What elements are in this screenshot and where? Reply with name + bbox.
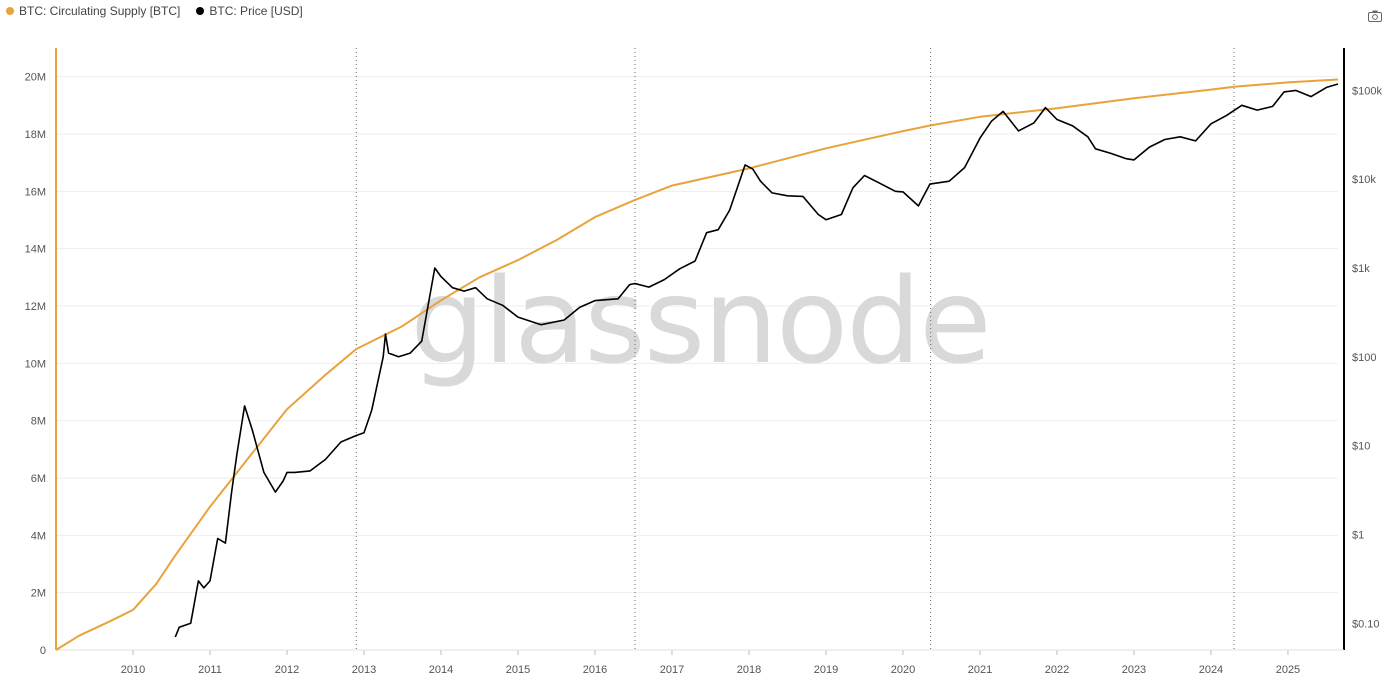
watermark-text: glassnode	[410, 252, 989, 390]
legend-item-supply[interactable]: BTC: Circulating Supply [BTC]	[6, 4, 180, 18]
axes: 0 2M 4M 6M 8M 10M 12M 14M 16M 18M 20M $0.10 $1 $10 $10…	[25, 48, 1382, 676]
y-right-tick-label: $1k	[1352, 263, 1370, 275]
y-left-tick-label: 0	[40, 645, 46, 657]
x-tick-label: 2017	[660, 664, 684, 676]
x-tick-label: 2012	[275, 664, 299, 676]
y-left-tick-label: 18M	[25, 129, 46, 141]
legend-label-price: BTC: Price [USD]	[209, 4, 303, 18]
x-tick-label: 2025	[1276, 664, 1300, 676]
y-left-tick-label: 8M	[31, 416, 46, 428]
y-right-tick-label: $100	[1352, 352, 1376, 364]
x-tick-label: 2015	[506, 664, 530, 676]
y-left-tick-label: 10M	[25, 358, 46, 370]
price-dot-icon	[196, 7, 205, 15]
series-line-supply	[55, 78, 1339, 651]
chart-legend: BTC: Circulating Supply [BTC] BTC: Price…	[6, 4, 303, 18]
x-tick-label: 2019	[814, 664, 838, 676]
legend-item-price[interactable]: BTC: Price [USD]	[196, 4, 303, 18]
y-left-tick-label: 14M	[25, 244, 46, 256]
series-line-price	[174, 83, 1339, 638]
x-tick-label: 2016	[583, 664, 607, 676]
legend-label-supply: BTC: Circulating Supply [BTC]	[19, 4, 181, 18]
series-lines	[55, 78, 1339, 651]
x-tick-label: 2022	[1045, 664, 1069, 676]
x-tick-label: 2023	[1122, 664, 1146, 676]
y-right-tick-label: $1	[1352, 529, 1364, 541]
y-right-tick-label: $100k	[1352, 85, 1382, 97]
supply-dot-icon	[6, 7, 14, 15]
y-left-tick-label: 6M	[31, 473, 46, 485]
grid-lines	[56, 76, 1338, 594]
y-left-tick-label: 4M	[31, 530, 46, 542]
x-tick-label: 2018	[737, 664, 761, 676]
y-left-tick-label: 2M	[31, 588, 46, 600]
y-right-tick-label: $10	[1352, 441, 1370, 453]
x-tick-label: 2010	[121, 664, 145, 676]
y-right-tick-label: $0.10	[1352, 618, 1380, 630]
y-left-tick-label: 20M	[25, 72, 46, 84]
x-tick-label: 2013	[352, 664, 376, 676]
x-tick-label: 2021	[968, 664, 992, 676]
camera-icon[interactable]	[1368, 10, 1382, 22]
x-tick-label: 2011	[198, 664, 222, 676]
y-right-tick-label: $10k	[1352, 174, 1376, 186]
x-tick-label: 2020	[891, 664, 915, 676]
x-tick-label: 2014	[429, 664, 453, 676]
y-left-tick-label: 16M	[25, 186, 46, 198]
y-left-tick-label: 12M	[25, 301, 46, 313]
x-tick-label: 2024	[1199, 664, 1223, 676]
